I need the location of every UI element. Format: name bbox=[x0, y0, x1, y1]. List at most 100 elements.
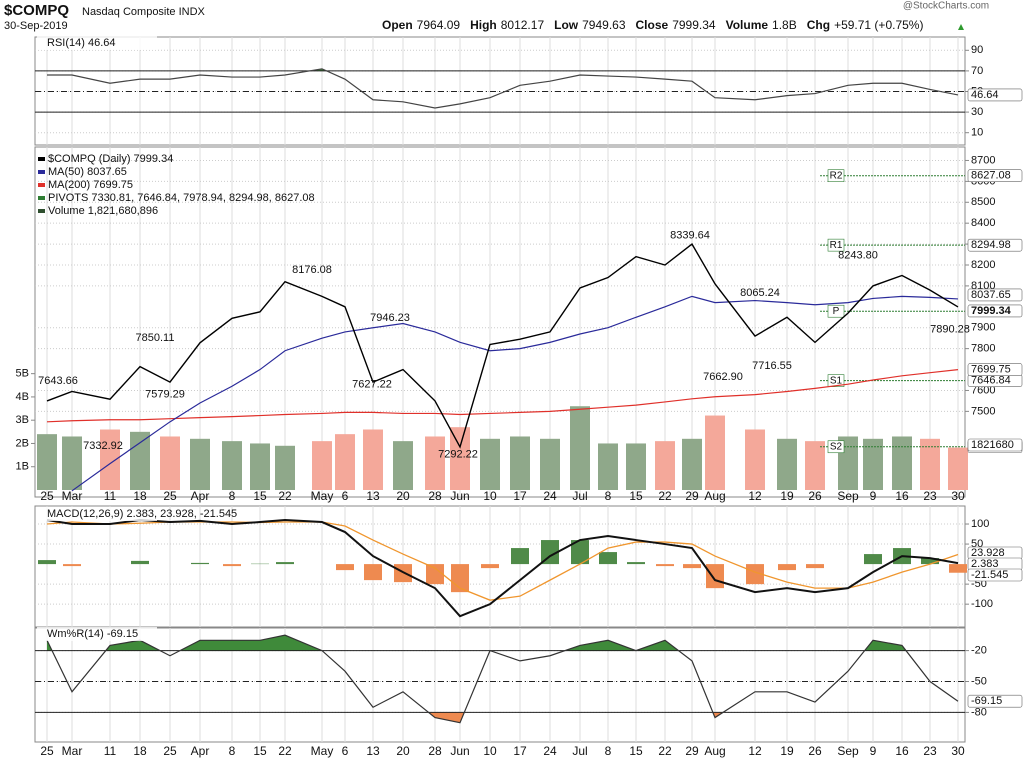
quote-label: Open bbox=[382, 18, 413, 32]
x-tick-label: 30 bbox=[951, 489, 965, 503]
histogram-bar bbox=[38, 560, 56, 565]
value-box-label: 2.383 bbox=[971, 558, 999, 570]
y-tick-label: 8500 bbox=[971, 196, 995, 208]
volume-bar bbox=[250, 443, 270, 490]
histogram-bar bbox=[191, 562, 209, 565]
volume-bar bbox=[425, 436, 445, 490]
panel-title: RSI(14) 46.64 bbox=[47, 37, 115, 49]
volume-tick-label: 3B bbox=[16, 414, 29, 426]
x-tick-label: 15 bbox=[253, 744, 267, 758]
x-tick-label: 18 bbox=[133, 744, 147, 758]
annotation: 7662.90 bbox=[703, 371, 743, 383]
annotation: 7643.66 bbox=[38, 375, 78, 387]
y-tick-label: 10 bbox=[971, 127, 983, 139]
volume-bar bbox=[892, 436, 912, 490]
band-fill bbox=[47, 635, 958, 651]
pivot-tag: S2 bbox=[830, 441, 843, 452]
x-tick-label: 18 bbox=[133, 489, 147, 503]
legend-swatch bbox=[38, 183, 45, 187]
volume-bar bbox=[655, 441, 675, 490]
annotation: 7332.92 bbox=[83, 440, 123, 452]
annotation: 7850.11 bbox=[136, 332, 175, 344]
value-box-label: 1821680 bbox=[971, 439, 1014, 451]
x-tick-label: 25 bbox=[163, 744, 177, 758]
symbol-name: Nasdaq Composite INDX bbox=[82, 6, 206, 18]
price-frame bbox=[34, 146, 966, 498]
y-tick-label: 8700 bbox=[971, 154, 995, 166]
histogram-bar bbox=[426, 564, 444, 585]
panel-title: Wm%R(14) -69.15 bbox=[47, 628, 138, 640]
x-tick-label: 10 bbox=[483, 744, 497, 758]
y-tick-label: 7800 bbox=[971, 343, 995, 355]
y-tick-label: 7500 bbox=[971, 405, 995, 417]
volume-bar bbox=[190, 438, 210, 490]
volume-tick-label: 4B bbox=[16, 391, 29, 403]
volume-bar bbox=[570, 406, 590, 490]
x-tick-label: 29 bbox=[685, 489, 699, 503]
x-tick-label: 22 bbox=[658, 489, 672, 503]
value-box bbox=[967, 238, 1023, 252]
panel-title: MACD(12,26,9) 2.383, 23.928, -21.545 bbox=[47, 508, 237, 520]
x-tick-label: 25 bbox=[163, 489, 177, 503]
quote-value: 7949.63 bbox=[582, 18, 626, 32]
volume-bar bbox=[777, 438, 797, 490]
volume-tick-label: 1B bbox=[16, 461, 29, 473]
histogram-bar bbox=[481, 564, 499, 569]
x-tick-label: 13 bbox=[366, 489, 380, 503]
histogram-bar bbox=[864, 554, 882, 565]
x-tick-label: 25 bbox=[40, 744, 54, 758]
x-tick-label: 28 bbox=[428, 489, 442, 503]
y-tick-label: 70 bbox=[971, 65, 983, 77]
x-tick-label: 8 bbox=[605, 744, 612, 758]
value-box bbox=[967, 88, 1023, 102]
symbol: $COMPQ bbox=[4, 2, 69, 19]
x-tick-label: 12 bbox=[748, 489, 762, 503]
volume-bar bbox=[37, 434, 57, 490]
x-tick-label: 26 bbox=[808, 489, 822, 503]
x-tick-label: 15 bbox=[629, 489, 643, 503]
histogram-bar bbox=[223, 564, 241, 567]
x-tick-label: 30 bbox=[951, 744, 965, 758]
value-box-label: 7646.84 bbox=[971, 375, 1011, 387]
annotation: 7579.29 bbox=[145, 389, 185, 401]
y-tick-label: 8400 bbox=[971, 217, 995, 229]
histogram-bar bbox=[683, 564, 701, 569]
series-line bbox=[47, 68, 959, 109]
y-tick-label: -100 bbox=[971, 598, 993, 610]
quote-label: High bbox=[470, 18, 497, 32]
x-tick-label: 13 bbox=[366, 744, 380, 758]
histogram-bar bbox=[627, 562, 645, 565]
y-tick-label: -50 bbox=[971, 675, 987, 687]
histogram-bar bbox=[746, 564, 764, 585]
title-bg bbox=[37, 36, 157, 50]
x-tick-label: 16 bbox=[895, 489, 909, 503]
value-box bbox=[967, 438, 1023, 452]
legend-label: MA(50) 8037.65 bbox=[48, 166, 127, 178]
x-tick-label: Jun bbox=[450, 489, 469, 503]
annotation: 8065.24 bbox=[740, 287, 780, 299]
pivot-tag: P bbox=[833, 306, 840, 317]
value-box bbox=[967, 694, 1023, 708]
pivot-tag-box bbox=[827, 238, 845, 252]
pivot-tag-box bbox=[827, 374, 845, 387]
histogram-bar bbox=[921, 558, 939, 565]
histogram-bar bbox=[706, 564, 724, 589]
legend-label: MA(200) 7699.75 bbox=[48, 179, 133, 191]
value-box-label: 46.64 bbox=[971, 89, 999, 101]
x-tick-label: Sep bbox=[837, 489, 859, 503]
x-tick-label: 22 bbox=[278, 744, 292, 758]
x-tick-label: May bbox=[311, 489, 334, 503]
volume-bar bbox=[222, 441, 242, 490]
value-box-label: -21.545 bbox=[971, 569, 1008, 581]
title-bg bbox=[37, 507, 157, 521]
annotation: 7890.28 bbox=[930, 324, 970, 336]
quote-label: Volume bbox=[726, 18, 769, 32]
volume-tick-label: 5B bbox=[16, 368, 29, 380]
value-box bbox=[967, 288, 1023, 302]
x-tick-label: 20 bbox=[396, 744, 410, 758]
value-box-label: 7999.34 bbox=[971, 305, 1012, 317]
volume-bar bbox=[805, 441, 825, 490]
legend-swatch bbox=[38, 170, 45, 174]
volume-bar bbox=[480, 438, 500, 490]
pivot-tag: R2 bbox=[830, 170, 843, 181]
